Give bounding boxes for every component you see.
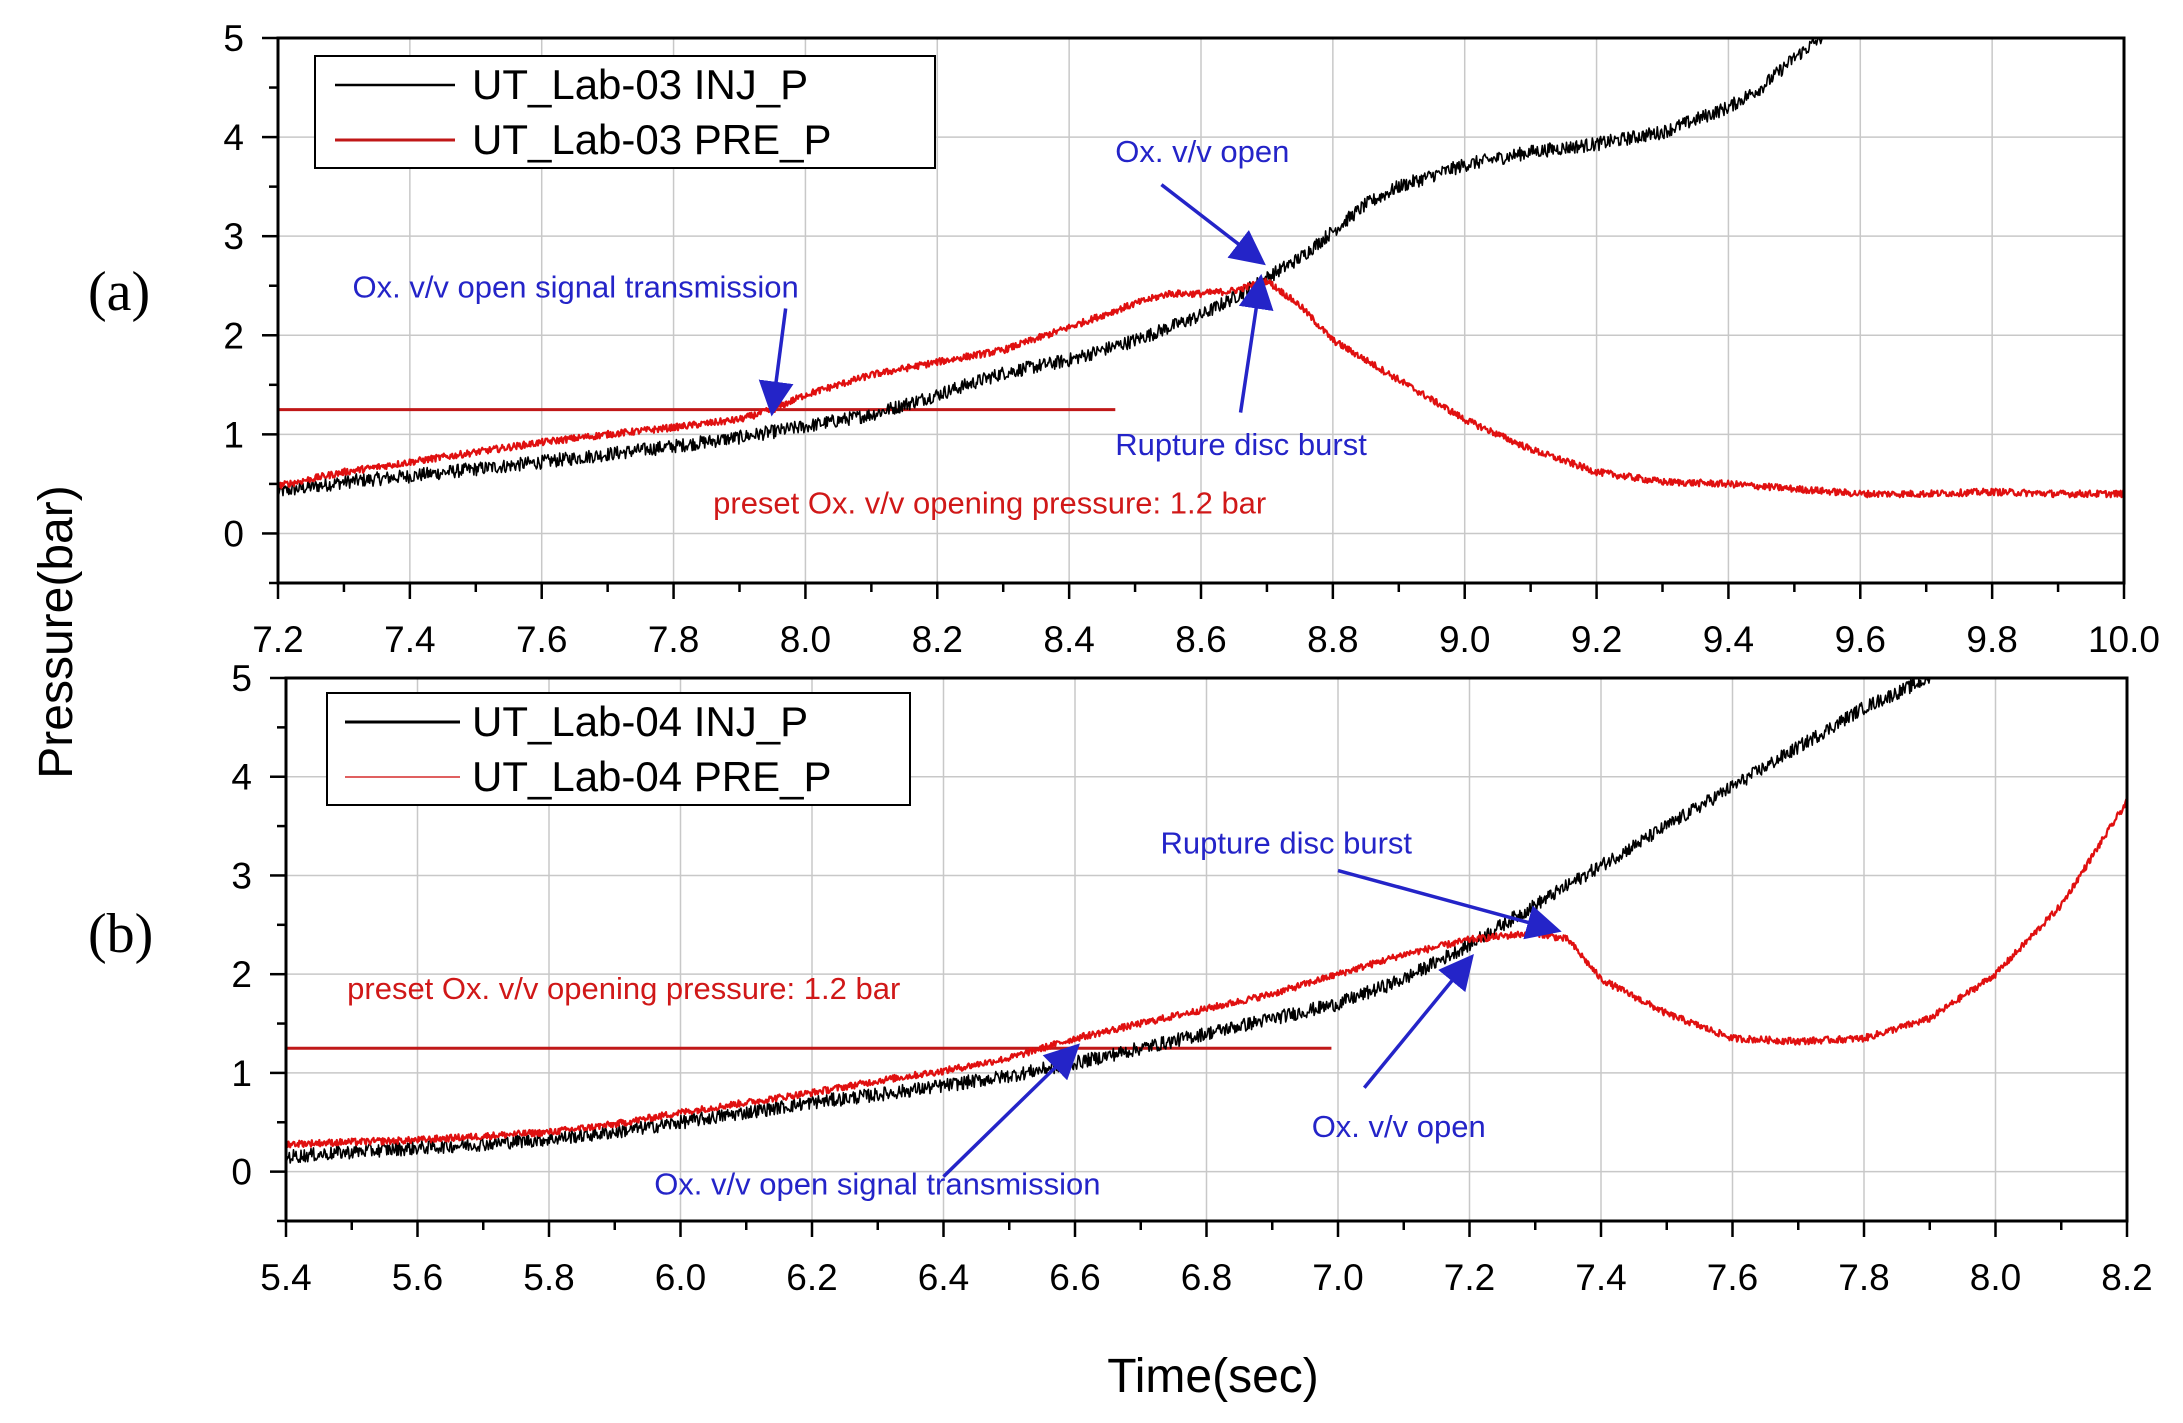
panel-a-series-layer [276, 37, 2126, 499]
panel-a-x-tick-label-4: 8.0 [780, 619, 831, 660]
panel-b-x-tick-label-1: 5.6 [392, 1257, 443, 1298]
panel-b-y-tick-label-5: 5 [231, 658, 252, 699]
panel-b-x-tick-label-7: 6.8 [1181, 1257, 1232, 1298]
panel-a-x-tick-label-3: 7.8 [648, 619, 699, 660]
panel-b-legend-label-pre: UT_Lab-04 PRE_P [472, 753, 832, 800]
panel-a-annotations: Ox. v/v open signal transmission Ox. v/v … [352, 134, 1367, 521]
panel-b-annotation-0: preset Ox. v/v opening pressure: 1.2 bar [347, 971, 900, 1006]
panel-a-legend-label-pre: UT_Lab-03 PRE_P [472, 116, 832, 163]
panel-b-annotation-arrow-2 [1362, 953, 1474, 1089]
panel-a-annotation-1: Ox. v/v open [1115, 134, 1289, 169]
panel-b-x-tick-label-9: 7.2 [1444, 1257, 1495, 1298]
panel-a-annotation-arrow-0 [758, 308, 794, 417]
panel-a-annotation-0: Ox. v/v open signal transmission [352, 270, 798, 305]
panel-b-series-inj [285, 677, 1931, 1164]
panel-b-legend-label-inj: UT_Lab-04 INJ_P [472, 698, 808, 745]
panel-b-x-tick-label-3: 6.0 [655, 1257, 706, 1298]
panel-a-legend-box [314, 55, 936, 169]
panel-a-x-tick-label-9: 9.0 [1439, 619, 1490, 660]
y-axis-title: Pressure(bar) [30, 485, 83, 778]
panel-b-y-tick-label-1: 1 [231, 1053, 252, 1094]
panel-a-legend-label-inj: UT_Lab-03 INJ_P [472, 61, 808, 108]
panel-b-annotation-arrow-3 [942, 1043, 1081, 1178]
panel-a-x-tick-label-7: 8.6 [1175, 619, 1226, 660]
panel-a-y-tick-label-3: 3 [223, 216, 244, 257]
panel-b-y-tick-label-0: 0 [231, 1152, 252, 1193]
panel-b-x-tick-label-8: 7.0 [1312, 1257, 1363, 1298]
panel-b-annotation-2: Ox. v/v open [1312, 1109, 1486, 1144]
panel-b-ticks: 5.4 5.6 5.8 6.0 6.2 6.4 6.6 6.8 7.0 7.2 7.4 7.6 7.8 8… [231, 658, 2152, 1298]
panel-a-y-tick-label-5: 5 [223, 18, 244, 59]
panel-a: (a) 7.2 7.4 7.6 7.8 8.0 8.2 8.4 8.6 8.8 9.0 9.2 9.4… [88, 18, 2160, 660]
panel-a-series-pre [276, 277, 2126, 499]
panel-a-legend: UT_Lab-03 INJ_P UT_Lab-03 PRE_P [314, 55, 936, 169]
panel-b-x-tick-label-4: 6.2 [786, 1257, 837, 1298]
panel-b-x-tick-label-6: 6.6 [1049, 1257, 1100, 1298]
panel-b-x-tick-label-5: 6.4 [918, 1257, 969, 1298]
panel-a-x-tick-label-11: 9.4 [1703, 619, 1754, 660]
panel-a-annotation-3: preset Ox. v/v opening pressure: 1.2 bar [713, 486, 1266, 521]
panel-a-y-tick-label-1: 1 [223, 414, 244, 455]
panel-b-annotation-3: Ox. v/v open signal transmission [654, 1166, 1100, 1201]
panel-a-x-tick-label-12: 9.6 [1835, 619, 1886, 660]
panel-b-y-tick-label-4: 4 [231, 757, 252, 798]
panel-b-x-tick-label-12: 7.8 [1838, 1257, 1889, 1298]
panel-a-x-tick-label-10: 9.2 [1571, 619, 1622, 660]
panel-b-x-tick-label-10: 7.4 [1575, 1257, 1626, 1298]
panel-a-y-tick-label-0: 0 [223, 513, 244, 554]
panel-b-x-tick-label-11: 7.6 [1707, 1257, 1758, 1298]
panel-a-x-tick-label-5: 8.2 [912, 619, 963, 660]
panel-b-x-tick-label-2: 5.8 [523, 1257, 574, 1298]
panel-b-annotation-arrow-1 [1337, 868, 1562, 940]
panel-a-ticks: 7.2 7.4 7.6 7.8 8.0 8.2 8.4 8.6 8.8 9.0 9.2 9.4 9.6 9… [223, 18, 2160, 660]
panel-a-x-tick-label-2: 7.6 [516, 619, 567, 660]
panel-a-x-tick-label-1: 7.4 [384, 619, 435, 660]
x-axis-title: Time(sec) [1107, 1350, 1319, 1403]
panel-b-y-tick-label-3: 3 [231, 855, 252, 896]
panel-a-x-tick-label-13: 9.8 [1966, 619, 2017, 660]
panel-b-legend-box [326, 692, 911, 806]
panel-b-x-tick-label-0: 5.4 [260, 1257, 311, 1298]
panel-b-series-layer [285, 677, 2129, 1164]
panel-a-y-tick-label-2: 2 [223, 315, 244, 356]
panel-b-x-tick-label-14: 8.2 [2101, 1257, 2152, 1298]
panel-a-series-inj [277, 37, 1828, 497]
panel-b: (b) 5.4 5.6 5.8 6.0 6.2 6.4 6.6 6.8 7.0 7.2 7.4 7.6… [88, 658, 2153, 1298]
panel-b-legend: UT_Lab-04 INJ_P UT_Lab-04 PRE_P [326, 692, 911, 806]
panel-a-label: (a) [88, 261, 150, 323]
panel-a-annotation-2: Rupture disc burst [1115, 427, 1367, 462]
panel-b-annotations: preset Ox. v/v opening pressure: 1.2 bar… [347, 826, 1562, 1201]
panel-b-label: (b) [88, 903, 153, 965]
panel-a-annotation-arrow-2 [1238, 273, 1274, 413]
panel-a-x-tick-label-8: 8.8 [1307, 619, 1358, 660]
panel-a-annotation-arrow-1 [1160, 183, 1266, 266]
panel-a-x-tick-label-6: 8.4 [1043, 619, 1094, 660]
panel-a-x-tick-label-14: 10.0 [2088, 619, 2160, 660]
panel-a-y-tick-label-4: 4 [223, 117, 244, 158]
panel-b-y-tick-label-2: 2 [231, 954, 252, 995]
panel-b-series-pre [285, 798, 2129, 1149]
panel-b-x-tick-label-13: 8.0 [1970, 1257, 2021, 1298]
panel-a-x-tick-label-0: 7.2 [252, 619, 303, 660]
panel-b-annotation-1: Rupture disc burst [1160, 826, 1412, 861]
